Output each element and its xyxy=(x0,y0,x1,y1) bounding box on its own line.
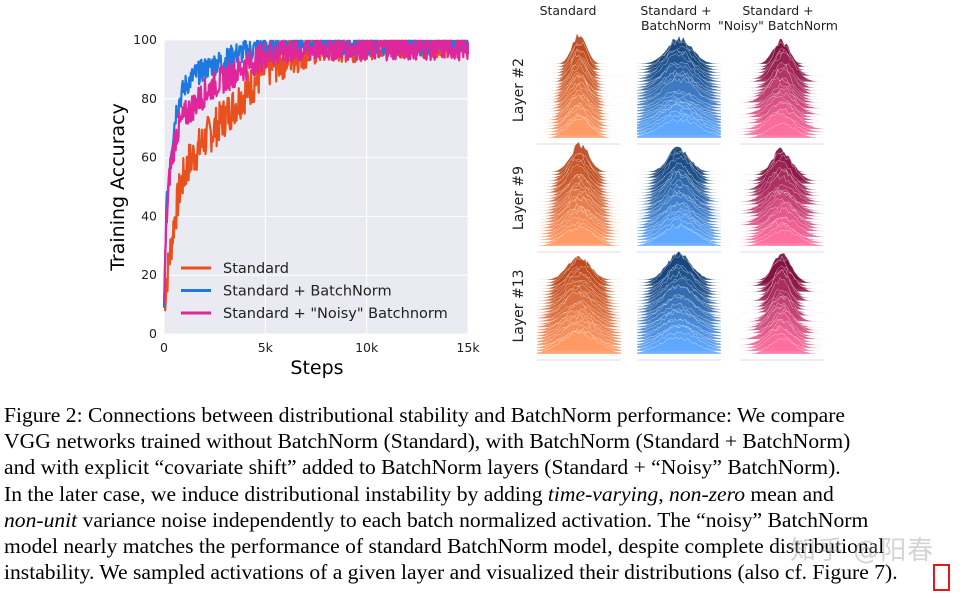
column-header: Standard + xyxy=(640,3,711,18)
ridge-panel xyxy=(536,141,622,253)
row-label: Layer #13 xyxy=(511,269,527,342)
caption-line-3: and with explicit “covariate shift” adde… xyxy=(4,455,841,480)
row-label: Layer #2 xyxy=(511,58,527,122)
x-tick-label: 5k xyxy=(258,340,274,355)
watermark: 知乎 @阳春 xyxy=(790,536,935,566)
ridge-curve xyxy=(636,336,722,355)
ridge-panel xyxy=(739,252,825,361)
caption-line-4: In the later case, we induce distributio… xyxy=(4,481,834,506)
legend-entry: Standard xyxy=(223,261,289,277)
y-tick-label: 20 xyxy=(141,267,157,282)
y-tick-label: 80 xyxy=(141,91,157,106)
figure-caption: Figure 2: Connections between distributi… xyxy=(4,402,962,585)
ridge-panel xyxy=(636,34,722,145)
column-header: "Noisy" BatchNorm xyxy=(718,18,838,33)
ridge-curve xyxy=(739,229,825,247)
ridge-panel xyxy=(739,38,825,145)
column-header: Standard + xyxy=(742,3,813,18)
ridge-curve xyxy=(739,122,825,139)
x-tick-label: 10k xyxy=(355,340,379,355)
caption-line-5: non-unit variance noise independently to… xyxy=(4,507,869,532)
x-axis-label: Steps xyxy=(290,357,343,379)
reference-highlight-box xyxy=(933,564,950,591)
ridge-panel xyxy=(636,250,722,361)
series-lines xyxy=(162,39,470,312)
ridge-curve xyxy=(536,331,622,355)
ridge-curve xyxy=(636,117,722,139)
ridge-panel xyxy=(536,255,622,361)
ridge-curve xyxy=(536,224,622,247)
ridge-panel xyxy=(536,32,622,145)
y-tick-label: 100 xyxy=(133,32,157,47)
ridge-panel xyxy=(739,146,825,253)
column-header: BatchNorm xyxy=(641,18,711,33)
ridge-panel xyxy=(636,146,722,253)
series-line-2 xyxy=(162,39,470,303)
legend-entry: Standard + "Noisy" Batchnorm xyxy=(223,306,448,322)
caption-line-6: model nearly matches the performance of … xyxy=(4,534,885,559)
y-axis-label: Training Accuracy xyxy=(107,103,129,272)
x-tick-label: 0 xyxy=(160,340,168,355)
legend-entry: Standard + BatchNorm xyxy=(223,284,392,300)
x-tick-labels: 0 5k 10k 15k xyxy=(160,340,480,355)
y-tick-label: 0 xyxy=(149,326,157,341)
figure-7-link[interactable]: 7 xyxy=(874,560,885,585)
caption-line-1: Figure 2: Connections between distributi… xyxy=(4,403,845,427)
legend: Standard Standard + BatchNorm Standard + "… xyxy=(181,261,448,322)
y-tick-label: 40 xyxy=(141,208,157,223)
column-header: Standard xyxy=(540,3,597,18)
caption-line-7: instability. We sampled activations of a… xyxy=(4,560,898,585)
y-tick-labels: 0 20 40 60 80 100 xyxy=(133,32,157,341)
ridge-curve xyxy=(636,222,722,247)
ridge-curve xyxy=(739,110,825,136)
caption-line-2: VGG networks trained without BatchNorm (… xyxy=(4,429,851,454)
y-tick-label: 60 xyxy=(141,150,157,165)
x-tick-label: 15k xyxy=(456,340,480,355)
training-accuracy-chart: 0 5k 10k 15k 0 20 40 60 80 100 Steps Training Ac… xyxy=(107,32,480,379)
ridge-curve xyxy=(537,117,621,139)
row-label: Layer #9 xyxy=(511,166,527,230)
ridge-curve xyxy=(739,337,825,355)
